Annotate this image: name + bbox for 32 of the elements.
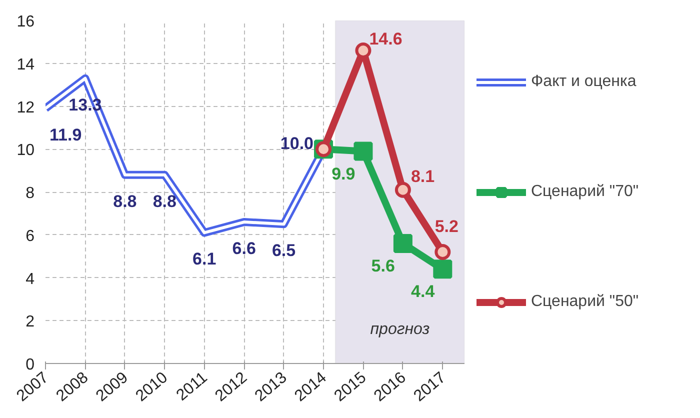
data-label: 9.9 — [332, 164, 356, 184]
point — [393, 234, 412, 253]
data-label: 14.6 — [369, 30, 402, 49]
point — [394, 182, 411, 198]
data-label: 6.6 — [232, 239, 256, 258]
data-label: 11.9 — [50, 125, 82, 144]
data-label: 6.1 — [192, 250, 216, 269]
data-label: 5.6 — [371, 256, 395, 276]
legend-label: Сценарий "50" — [531, 292, 639, 310]
legend-label: Сценарий "70" — [531, 182, 639, 200]
point — [355, 42, 372, 58]
legend-label: Факт и оценка — [531, 72, 636, 90]
data-label: 8.1 — [410, 166, 435, 186]
data-label: 8.8 — [113, 192, 137, 211]
y-tick-label: 4 — [26, 270, 35, 288]
data-label: 8.8 — [152, 192, 176, 211]
y-tick-label: 12 — [16, 99, 35, 116]
y-tick-label: 10 — [16, 142, 35, 160]
point — [433, 260, 452, 279]
data-label: 5.2 — [434, 217, 458, 236]
data-label: 10.0 — [280, 134, 314, 154]
point — [434, 244, 451, 260]
y-tick-label: 6 — [26, 228, 35, 245]
y-tick-label: 2 — [26, 314, 35, 331]
y-tick-label: 16 — [16, 14, 35, 30]
point — [354, 142, 373, 161]
y-tick-label: 14 — [16, 56, 35, 74]
data-label: 4.4 — [411, 282, 436, 302]
data-label: 6.5 — [272, 241, 296, 260]
y-tick-label: 0 — [26, 356, 35, 374]
y-tick-label: 8 — [26, 185, 35, 202]
band-label: прогноз — [370, 320, 430, 338]
